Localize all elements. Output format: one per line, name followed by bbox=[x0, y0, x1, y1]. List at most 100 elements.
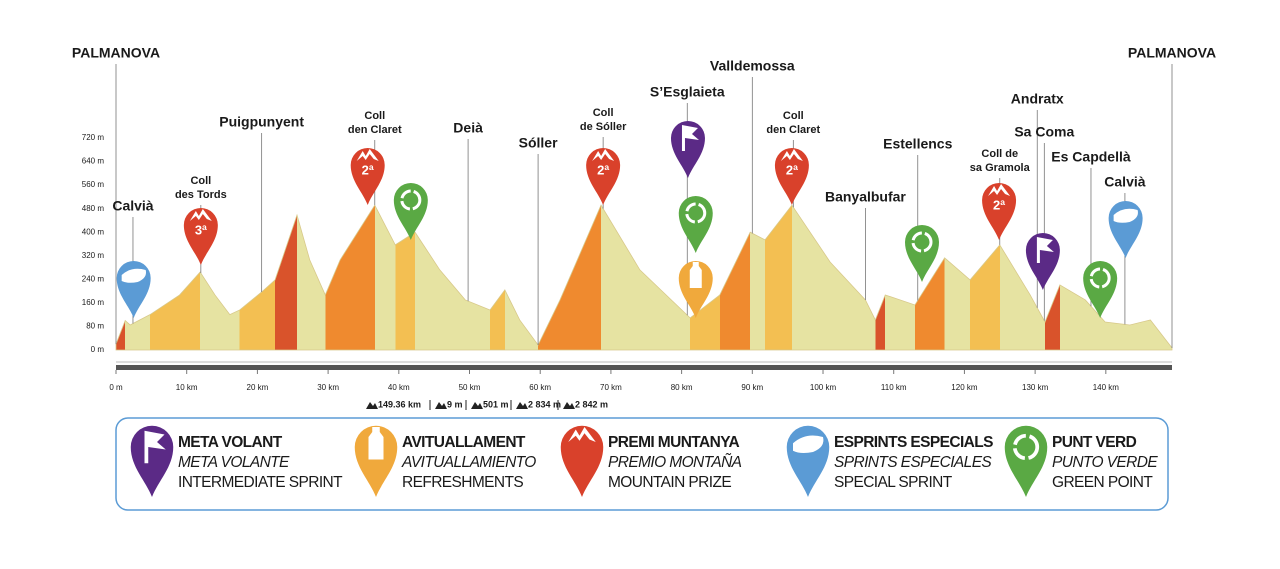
place-label: PALMANOVA bbox=[72, 45, 160, 61]
pin bbox=[586, 148, 621, 205]
legend-text: INTERMEDIATE SPRINT bbox=[178, 474, 343, 491]
y-tick-label: 640 m bbox=[82, 157, 105, 166]
pin bbox=[904, 225, 939, 282]
pin bbox=[982, 183, 1017, 240]
marker-mountain bbox=[560, 425, 604, 497]
axis-bar bbox=[116, 365, 1172, 370]
pin bbox=[1004, 425, 1048, 497]
pin bbox=[670, 121, 705, 178]
legend-text: AVITUALLAMENT bbox=[402, 434, 526, 451]
pin bbox=[350, 148, 385, 205]
icon bbox=[1113, 208, 1138, 223]
place-label: Puigpunyent bbox=[219, 114, 304, 130]
place-label: PALMANOVA bbox=[1128, 45, 1216, 61]
icon bbox=[689, 262, 702, 288]
legend-text: MOUNTAIN PRIZE bbox=[608, 474, 731, 491]
legend-text: GREEN POINT bbox=[1052, 474, 1153, 491]
place-label: den Claret bbox=[766, 124, 820, 136]
place-label: den Claret bbox=[348, 124, 402, 136]
marker-label: 2ª bbox=[597, 162, 609, 177]
y-tick-label: 560 m bbox=[82, 180, 105, 189]
x-tick-label: 40 km bbox=[388, 383, 410, 392]
icon bbox=[1089, 267, 1111, 289]
legend-text: PUNT VERD bbox=[1052, 434, 1137, 451]
stat-value: 9 m bbox=[447, 399, 463, 409]
stat-icon bbox=[471, 402, 483, 409]
place-label: Coll de bbox=[981, 148, 1018, 160]
icon bbox=[144, 430, 166, 464]
x-tick-label: 110 km bbox=[881, 383, 907, 392]
legend-text: PREMIO MONTAÑA bbox=[608, 454, 742, 471]
icon bbox=[1012, 433, 1040, 461]
place-label: Coll bbox=[783, 110, 804, 122]
marker-label: 2ª bbox=[786, 162, 798, 177]
marker-green bbox=[1083, 261, 1118, 318]
elevation-area bbox=[115, 204, 1173, 351]
marker-sprint bbox=[116, 261, 151, 318]
marker-sprint-flag bbox=[1025, 233, 1060, 290]
legend-text: ESPRINTS ESPECIALS bbox=[834, 434, 993, 451]
marker-label: 2ª bbox=[362, 162, 374, 177]
place-label: Valldemossa bbox=[710, 58, 795, 74]
stat-icon bbox=[563, 402, 575, 409]
x-tick-label: 10 km bbox=[176, 383, 198, 392]
icon bbox=[793, 435, 824, 453]
x-tick-label: 80 km bbox=[671, 383, 693, 392]
place-label: Calvià bbox=[1104, 174, 1145, 190]
place-label: Coll bbox=[593, 107, 614, 119]
stat-icon bbox=[516, 402, 528, 409]
marker-mountain: 2ª bbox=[774, 148, 809, 205]
marker-mountain: 2ª bbox=[350, 148, 385, 205]
x-tick-label: 60 km bbox=[529, 383, 551, 392]
icon bbox=[368, 427, 384, 460]
icon bbox=[189, 209, 212, 221]
legend-text: SPECIAL SPRINT bbox=[834, 474, 953, 491]
y-tick-label: 400 m bbox=[82, 227, 105, 236]
place-label: Coll bbox=[364, 110, 385, 122]
legend-text: PREMI MUNTANYA bbox=[608, 434, 740, 451]
y-tick-label: 80 m bbox=[86, 322, 104, 331]
icon bbox=[1036, 237, 1054, 263]
pin bbox=[130, 425, 174, 497]
icon bbox=[121, 268, 147, 283]
stat-value: 501 m bbox=[483, 399, 509, 409]
place-label: S’Esglaieta bbox=[650, 84, 725, 100]
place-label: Coll bbox=[190, 175, 211, 187]
pin bbox=[354, 425, 398, 497]
marker-sprint bbox=[786, 425, 830, 497]
place-label: Sóller bbox=[519, 135, 558, 151]
marker-refreshment bbox=[678, 261, 713, 318]
pin bbox=[774, 148, 809, 205]
place-label: Sa Coma bbox=[1014, 124, 1074, 140]
y-tick-label: 0 m bbox=[91, 345, 105, 354]
y-tick-label: 160 m bbox=[82, 298, 105, 307]
pin bbox=[678, 196, 713, 253]
marker-mountain: 2ª bbox=[586, 148, 621, 205]
x-tick-label: 90 km bbox=[741, 383, 763, 392]
x-tick-label: 20 km bbox=[247, 383, 269, 392]
place-label: Deià bbox=[453, 120, 483, 136]
pin bbox=[183, 208, 218, 265]
x-tick-label: 140 km bbox=[1093, 383, 1120, 392]
x-tick-label: 70 km bbox=[600, 383, 622, 392]
icon bbox=[568, 427, 596, 442]
y-tick-label: 320 m bbox=[82, 251, 105, 260]
y-tick-label: 480 m bbox=[82, 204, 105, 213]
marker-mountain: 2ª bbox=[982, 183, 1017, 240]
marker-mountain: 3ª bbox=[183, 208, 218, 265]
icon bbox=[988, 184, 1011, 196]
pin bbox=[393, 183, 428, 240]
x-tick-label: 30 km bbox=[317, 383, 339, 392]
icon bbox=[356, 149, 379, 161]
legend-text: SPRINTS ESPECIALES bbox=[834, 454, 992, 471]
place-label: Es Capdellà bbox=[1051, 149, 1131, 165]
place-label: de Sóller bbox=[580, 121, 627, 133]
x-tick-label: 130 km bbox=[1022, 383, 1049, 392]
legend-text: META VOLANTE bbox=[178, 454, 290, 471]
place-label: Banyalbufar bbox=[825, 189, 906, 205]
legend-box bbox=[115, 417, 1169, 511]
icon bbox=[592, 149, 615, 161]
marker-label: 3ª bbox=[195, 222, 207, 237]
icon bbox=[911, 231, 933, 253]
